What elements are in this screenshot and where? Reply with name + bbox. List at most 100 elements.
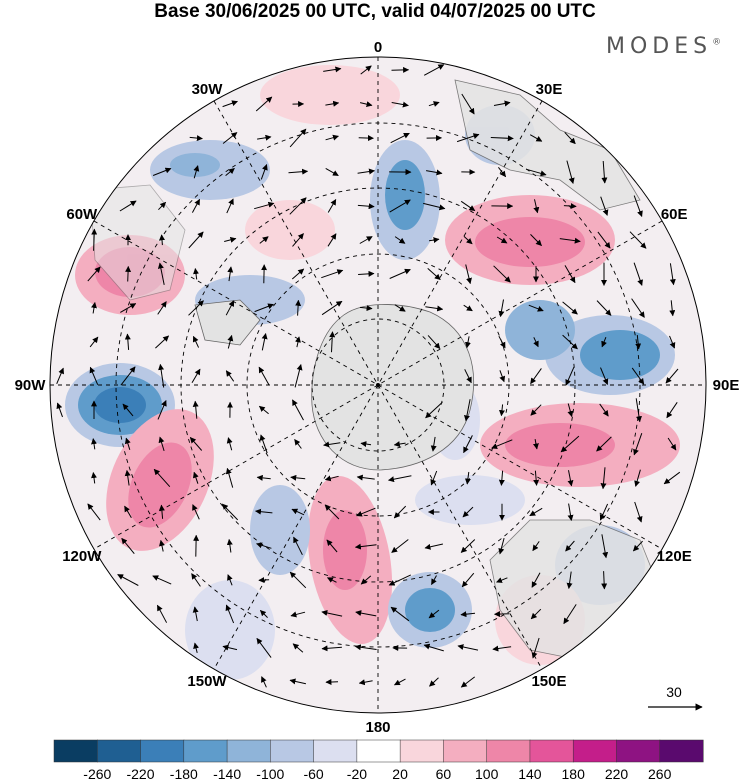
wind-vector: [599, 403, 609, 417]
wind-vector: [193, 165, 200, 179]
wind-vector: [91, 228, 98, 251]
wind-vector: [531, 572, 541, 588]
wind-vector: [291, 508, 305, 516]
wind-vector: [633, 433, 643, 456]
colorbar-label: 100: [475, 766, 499, 782]
wind-vector: [423, 643, 444, 652]
wind-vector: [226, 198, 234, 214]
wind-vector: [498, 537, 505, 555]
longitude-label: 180: [365, 719, 390, 736]
wind-vector: [533, 470, 540, 486]
wind-vector: [256, 474, 271, 481]
wind-vector: [321, 300, 343, 316]
colorbar-swatch: [270, 739, 315, 763]
reference-vector: 30: [648, 684, 703, 711]
wind-vector: [391, 539, 409, 553]
wind-vector: [222, 100, 238, 108]
wind-vector: [91, 302, 97, 314]
wind-vector: [669, 300, 676, 317]
wind-vector: [222, 132, 238, 144]
wind-vector: [289, 678, 307, 685]
wind-vector: [492, 645, 512, 652]
colorbar-label: -220: [126, 766, 154, 782]
longitude-label: 150E: [531, 673, 566, 690]
wind-vector: [188, 300, 204, 316]
wind-vector: [324, 475, 339, 482]
wind-vector: [493, 100, 511, 107]
wind-vector: [461, 93, 475, 115]
wind-vector: [460, 611, 476, 618]
wind-vector: [158, 504, 165, 519]
wind-vector: [193, 268, 199, 280]
wind-vector: [460, 200, 476, 212]
wind-vector: [600, 467, 607, 490]
wind-vector: [564, 265, 576, 284]
wind-vector: [633, 262, 643, 286]
wind-vector: [260, 164, 268, 180]
wind-vector: [388, 574, 412, 586]
wind-vector: [326, 577, 337, 583]
colorbar-label: -60: [303, 766, 323, 782]
longitude-label: 90E: [713, 377, 740, 394]
wind-vector: [601, 571, 608, 590]
wind-vector: [491, 439, 513, 449]
wind-vector: [225, 300, 235, 316]
wind-vector: [152, 575, 172, 585]
wind-vector: [496, 577, 508, 583]
wind-vector: [323, 441, 341, 448]
wind-vector: [498, 166, 506, 178]
longitude-label: 30W: [192, 81, 224, 98]
wind-vector: [360, 65, 372, 75]
wind-vector: [256, 637, 272, 658]
longitude-label: 120W: [62, 548, 102, 565]
wind-vector: [294, 439, 302, 449]
wind-vector: [601, 534, 609, 559]
wind-vector: [431, 575, 437, 586]
wind-vector: [390, 606, 410, 622]
wind-vector: [258, 576, 270, 583]
colorbar-swatch: [226, 739, 271, 763]
anomaly-field: [50, 57, 706, 713]
wind-vector: [634, 501, 643, 523]
wind-vector: [355, 610, 377, 617]
registered-mark: ®: [712, 37, 722, 48]
wind-vector: [635, 398, 642, 423]
wind-vector: [601, 160, 608, 184]
wind-vector: [225, 604, 235, 624]
wind-vector: [663, 471, 681, 485]
wind-vector: [666, 402, 678, 419]
wind-vector: [261, 333, 268, 351]
wind-vector: [359, 236, 373, 244]
wind-vector: [191, 368, 201, 384]
wind-vector: [426, 169, 443, 176]
wind-vector: [600, 367, 609, 385]
wind-vector: [192, 335, 200, 348]
wind-vector: [226, 437, 233, 451]
wind-vector: [464, 336, 471, 349]
wind-vector: [354, 543, 377, 550]
longitude-label: 90W: [15, 377, 47, 394]
wind-vector: [669, 263, 676, 286]
wind-vector: [289, 128, 307, 148]
colorbar-swatch: [313, 739, 358, 763]
wind-vector: [192, 400, 199, 419]
wind-vector: [565, 540, 575, 552]
wind-vector: [562, 301, 578, 315]
wind-vector: [120, 303, 137, 313]
wind-vector: [158, 201, 167, 211]
longitude-label: 0: [374, 39, 382, 56]
wind-vector: [87, 266, 101, 282]
wind-vector: [358, 270, 375, 277]
wind-vector: [563, 203, 577, 210]
wind-vector: [124, 505, 132, 519]
wind-vector: [562, 334, 578, 350]
wind-vector: [424, 543, 444, 550]
colorbar-swatch: [616, 739, 661, 763]
wind-vector: [226, 538, 233, 553]
wind-vector: [157, 301, 167, 315]
wind-vector: [121, 537, 135, 555]
wind-vector: [423, 202, 446, 211]
wind-vector: [564, 131, 576, 145]
wind-vector: [533, 337, 539, 348]
wind-vector: [290, 611, 306, 618]
